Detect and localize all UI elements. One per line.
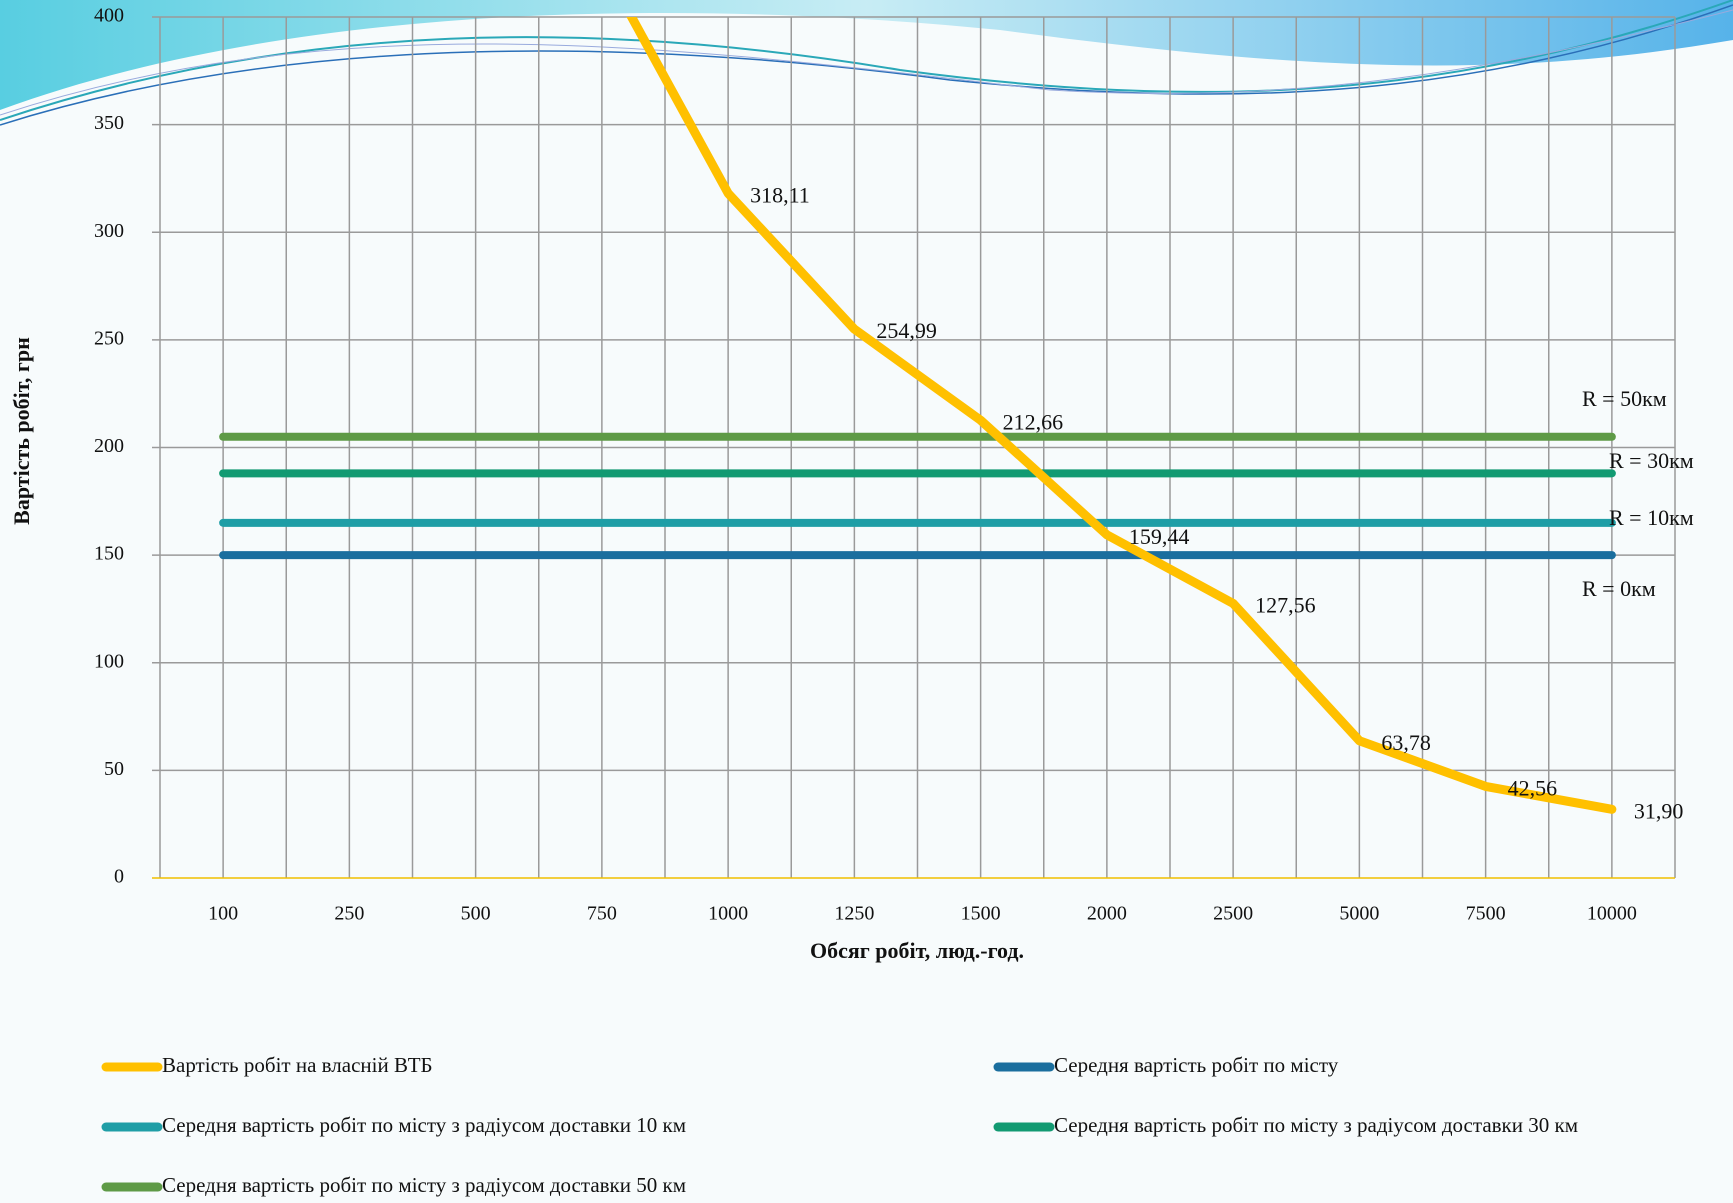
legend-label: Середня вартість робіт по місту з радіус… (162, 1173, 686, 1197)
y-axis-title: Вартість робіт, грн (9, 337, 34, 525)
x-tick-label: 100 (208, 903, 238, 925)
y-tick-label: 100 (94, 650, 124, 672)
plot-area (219, 17, 1617, 814)
x-tick-label: 2500 (1213, 903, 1253, 925)
y-tick-label: 0 (114, 866, 124, 888)
y-tick-label: 150 (94, 543, 124, 565)
x-tick-label: 750 (587, 903, 617, 925)
y-tick-label: 350 (94, 112, 124, 134)
legend-label: Вартість робіт на власній ВТБ (162, 1053, 433, 1077)
data-label: 42,56 (1508, 775, 1558, 800)
x-tick-label: 1500 (961, 903, 1001, 925)
data-label: 127,56 (1255, 592, 1316, 617)
legend-label: Середня вартість робіт по місту (1054, 1053, 1339, 1077)
x-tick-label: 2000 (1087, 903, 1127, 925)
annotation: R = 30км (1609, 448, 1694, 473)
annotation: R = 10км (1609, 505, 1694, 530)
data-label: 159,44 (1129, 524, 1190, 549)
y-tick-label: 250 (94, 327, 124, 349)
y-tick-label: 300 (94, 220, 124, 242)
series-line (626, 17, 1617, 814)
data-label: 63,78 (1381, 730, 1431, 755)
data-label: 254,99 (876, 318, 937, 343)
x-tick-label: 1250 (834, 903, 874, 925)
annotation: R = 50км (1582, 386, 1667, 411)
x-tick-label: 1000 (708, 903, 748, 925)
x-tick-label: 10000 (1587, 903, 1637, 925)
data-label: 318,11 (750, 182, 810, 207)
x-tick-label: 250 (334, 903, 364, 925)
y-tick-label: 400 (94, 5, 124, 27)
x-tick-label: 5000 (1339, 903, 1379, 925)
data-label: 31,90 (1634, 798, 1684, 823)
background-decoration (0, 0, 1733, 126)
data-label: 212,66 (1003, 409, 1064, 434)
x-tick-label: 500 (461, 903, 491, 925)
y-tick-label: 50 (104, 758, 124, 780)
legend-label: Середня вартість робіт по місту з радіус… (1054, 1113, 1578, 1137)
y-tick-label: 200 (94, 435, 124, 457)
x-axis-title: Обсяг робіт, люд.-год. (810, 938, 1024, 963)
annotation: R = 0км (1582, 576, 1656, 601)
legend-label: Середня вартість робіт по місту з радіус… (162, 1113, 686, 1137)
x-tick-label: 7500 (1466, 903, 1506, 925)
